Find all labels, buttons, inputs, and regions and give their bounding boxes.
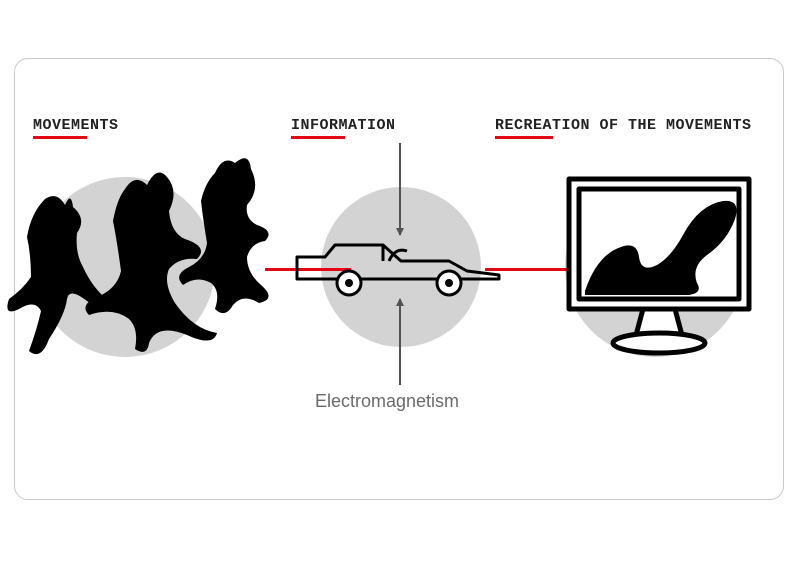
heading-movements: MOVEMENTS — [33, 117, 119, 139]
jumping-silhouettes-icon — [5, 159, 285, 389]
diagram-stage: MOVEMENTS INFORMATION RECREATION OF THE … — [0, 0, 796, 564]
bottom-label: Electromagnetism — [315, 391, 459, 412]
pointer-arrow-bottom — [399, 299, 401, 385]
monitor-icon — [563, 173, 763, 363]
racecar-icon — [291, 235, 505, 301]
heading-recreation: RECREATION OF THE MOVEMENTS — [495, 117, 752, 139]
heading-information: INFORMATION — [291, 117, 396, 139]
diagram-frame: MOVEMENTS INFORMATION RECREATION OF THE … — [14, 58, 784, 500]
pointer-arrow-top — [399, 143, 401, 235]
